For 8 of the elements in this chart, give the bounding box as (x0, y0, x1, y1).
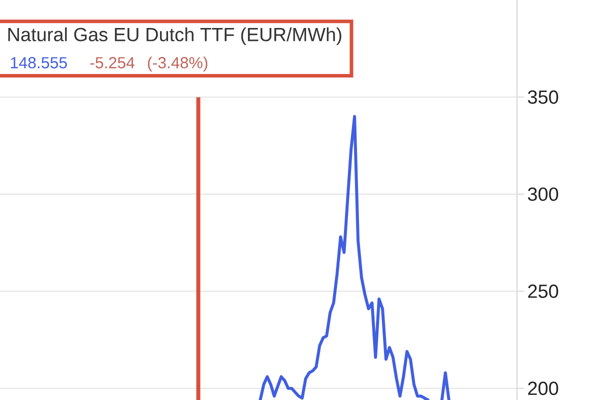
annotation: (-3.48%) (148, 56, 208, 72)
y-tick-label: 200 (528, 382, 558, 396)
annotation: -5.254 (90, 57, 134, 68)
text: Natural Gas EU Dutch TTF (EUR/MWh) (8, 27, 342, 46)
y-tick-label: 250 (528, 284, 558, 298)
y-tick-label: 350 (528, 90, 558, 104)
y-tick-label: 300 (528, 187, 558, 201)
annotation: 148.555 (10, 57, 67, 68)
